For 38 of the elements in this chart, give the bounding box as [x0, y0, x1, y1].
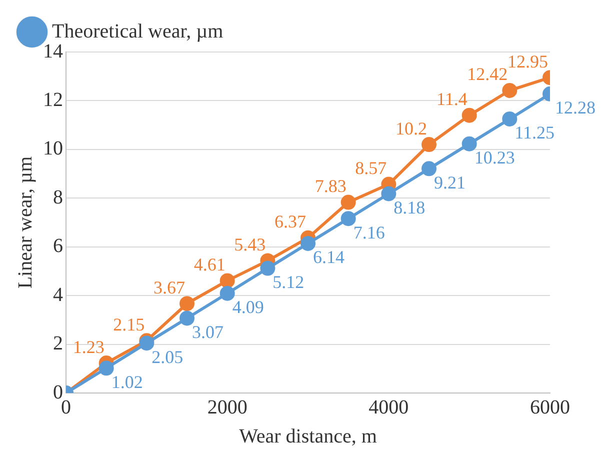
data-label: 4.09 — [232, 297, 264, 318]
data-label: 12.95 — [508, 51, 548, 72]
data-label: 5.43 — [234, 234, 266, 254]
data-label: 11.25 — [514, 122, 555, 143]
data-label: 4.61 — [194, 254, 226, 274]
data-label: 7.16 — [353, 222, 385, 242]
x-tick-label: 4000 — [368, 396, 409, 418]
data-label: 8.57 — [355, 158, 387, 178]
data-label: 1.02 — [111, 372, 143, 392]
legend-label: Theoretical wear, µm — [52, 20, 224, 42]
data-label: 2.15 — [113, 314, 145, 334]
data-label: 10.23 — [474, 148, 515, 168]
data-label: 6.37 — [274, 212, 306, 232]
data-label: 11.4 — [436, 89, 468, 110]
data-label: 1.23 — [72, 336, 104, 357]
data-label: 8.18 — [394, 197, 426, 218]
data-label: 12.42 — [467, 64, 508, 84]
y-tick-label: 8 — [53, 186, 63, 208]
data-label: 12.28 — [555, 98, 596, 118]
y-tick-label: 2 — [53, 332, 63, 355]
y-tick-label: 10 — [43, 138, 63, 160]
y-tick-label: 0 — [53, 381, 63, 404]
data-label: 3.07 — [192, 322, 224, 342]
data-label: 10.2 — [396, 118, 427, 138]
x-tick-label: 6000 — [530, 396, 570, 418]
data-label: 3.67 — [154, 277, 185, 298]
y-axis-title: Linear wear, µm — [14, 156, 36, 289]
data-label: 6.14 — [313, 247, 344, 268]
y-tick-label: 12 — [43, 88, 63, 111]
x-axis-title: Wear distance, m — [239, 425, 378, 448]
data-label: 7.83 — [314, 176, 346, 196]
y-tick-label: 14 — [43, 40, 63, 62]
data-label: 5.12 — [272, 272, 304, 292]
x-tick-label: 2000 — [207, 396, 248, 418]
data-label: 9.21 — [434, 172, 466, 192]
y-tick-label: 6 — [53, 235, 63, 258]
y-tick-label: 4 — [53, 284, 63, 306]
data-label: 2.05 — [152, 346, 184, 367]
